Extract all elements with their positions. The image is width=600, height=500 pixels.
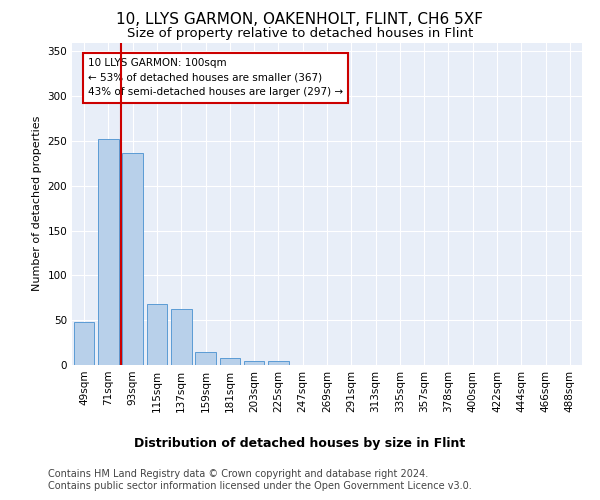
Bar bbox=[74, 322, 94, 365]
Bar bbox=[146, 304, 167, 365]
Bar bbox=[122, 152, 143, 365]
Text: 10, LLYS GARMON, OAKENHOLT, FLINT, CH6 5XF: 10, LLYS GARMON, OAKENHOLT, FLINT, CH6 5… bbox=[116, 12, 484, 28]
Text: Contains public sector information licensed under the Open Government Licence v3: Contains public sector information licen… bbox=[48, 481, 472, 491]
Y-axis label: Number of detached properties: Number of detached properties bbox=[32, 116, 42, 292]
Text: Distribution of detached houses by size in Flint: Distribution of detached houses by size … bbox=[134, 438, 466, 450]
Bar bbox=[220, 358, 240, 365]
Bar bbox=[98, 139, 119, 365]
Text: Size of property relative to detached houses in Flint: Size of property relative to detached ho… bbox=[127, 28, 473, 40]
Bar bbox=[195, 352, 216, 365]
Text: Contains HM Land Registry data © Crown copyright and database right 2024.: Contains HM Land Registry data © Crown c… bbox=[48, 469, 428, 479]
Bar bbox=[244, 360, 265, 365]
Text: 10 LLYS GARMON: 100sqm
← 53% of detached houses are smaller (367)
43% of semi-de: 10 LLYS GARMON: 100sqm ← 53% of detached… bbox=[88, 58, 343, 98]
Bar bbox=[268, 362, 289, 365]
Bar bbox=[171, 308, 191, 365]
